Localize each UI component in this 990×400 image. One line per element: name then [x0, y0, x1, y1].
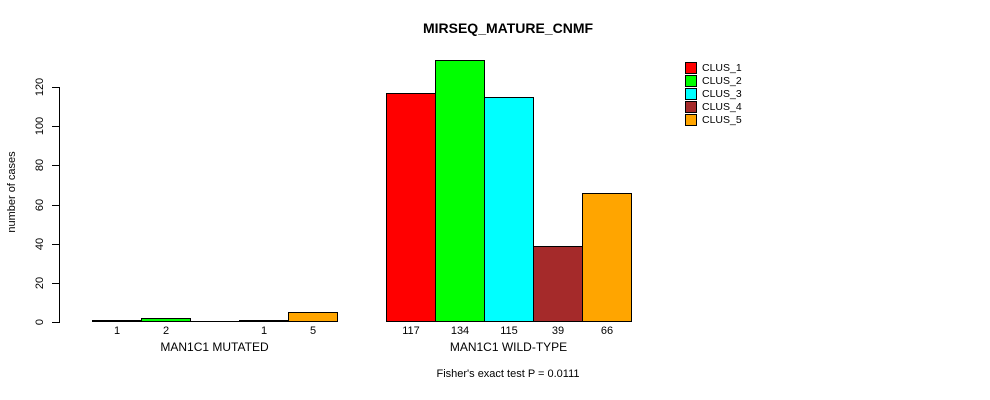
- legend-item-clus_5: CLUS_5: [685, 113, 742, 126]
- bar-value-label: 115: [500, 325, 518, 337]
- bar-value-label: 1: [260, 325, 268, 337]
- bar-clus_5-group2: [582, 193, 632, 322]
- y-tick-mark: [52, 244, 60, 245]
- bar-value-label: 1: [113, 325, 121, 337]
- bar-value-label: 134: [450, 325, 470, 337]
- y-tick-label: 20: [34, 276, 46, 290]
- group-label: MAN1C1 MUTATED: [160, 340, 269, 354]
- y-tick-label: 40: [34, 237, 46, 251]
- y-tick-mark: [52, 165, 60, 166]
- legend-swatch: [685, 100, 697, 113]
- legend-label: CLUS_5: [702, 113, 742, 126]
- legend-item-clus_4: CLUS_4: [685, 100, 742, 113]
- legend-item-clus_2: CLUS_2: [685, 74, 742, 87]
- bar-clus_2-group2: [435, 60, 485, 322]
- legend-label: CLUS_3: [702, 87, 742, 100]
- y-tick-mark: [52, 126, 60, 127]
- y-tick-label: 100: [34, 116, 46, 136]
- bar-value-label: 2: [162, 325, 170, 337]
- bar-clus_5-group1: [288, 312, 338, 322]
- y-tick-label: 0: [34, 318, 46, 326]
- y-tick-mark: [52, 87, 60, 88]
- legend-swatch: [685, 74, 697, 87]
- legend-label: CLUS_2: [702, 74, 742, 87]
- y-axis-label: number of cases: [6, 151, 18, 233]
- bar-clus_1-group2: [386, 93, 436, 322]
- legend-item-clus_3: CLUS_3: [685, 87, 742, 100]
- bar-value-label: 5: [309, 325, 317, 337]
- y-tick-mark: [52, 322, 60, 323]
- bar-clus_2-group1: [141, 318, 191, 322]
- bar-value-label: 39: [551, 325, 565, 337]
- legend-swatch: [685, 87, 697, 100]
- annotation-text: Fisher's exact test P = 0.0111: [436, 368, 580, 380]
- legend: CLUS_1 CLUS_2 CLUS_3 CLUS_4 CLUS_5: [685, 61, 742, 126]
- bar-value-label: 117: [402, 325, 420, 337]
- chart-title: MIRSEQ_MATURE_CNMF: [422, 20, 594, 36]
- y-tick-label: 80: [34, 158, 46, 172]
- bar-value-label: 66: [600, 325, 614, 337]
- group-label: MAN1C1 WILD-TYPE: [449, 340, 568, 354]
- legend-label: CLUS_4: [702, 100, 742, 113]
- legend-swatch: [685, 113, 697, 126]
- y-tick-label: 120: [34, 77, 46, 97]
- bar-clus_4-group1: [239, 320, 289, 322]
- y-tick-label: 60: [34, 198, 46, 212]
- y-tick-mark: [52, 283, 60, 284]
- y-tick-mark: [52, 205, 60, 206]
- legend-swatch: [685, 61, 697, 74]
- bar-clus_1-group1: [92, 320, 142, 322]
- legend-label: CLUS_1: [702, 61, 742, 74]
- group-baseline: [92, 321, 338, 322]
- legend-item-clus_1: CLUS_1: [685, 61, 742, 74]
- bar-clus_3-group2: [484, 97, 534, 322]
- bar-clus_4-group2: [533, 246, 583, 322]
